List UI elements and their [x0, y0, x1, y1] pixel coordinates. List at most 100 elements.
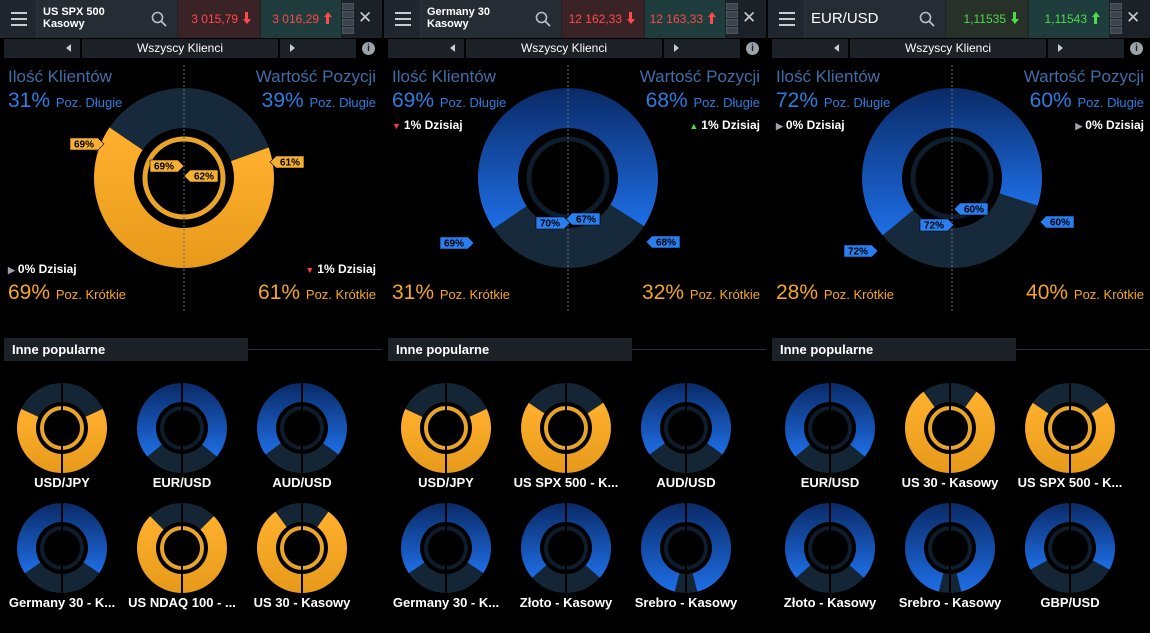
mini-sentiment-donut: [401, 502, 491, 594]
popular-instrument-tile[interactable]: EUR/USD: [770, 378, 890, 490]
value-short-pct: 61% Poz. Krótkie: [258, 282, 376, 306]
mini-left-short: [905, 391, 950, 473]
popular-instrument-tile[interactable]: Germany 30 - K...: [386, 498, 506, 610]
clients-long-pct-value: 31%: [8, 89, 51, 112]
mini-right-short: [686, 573, 698, 593]
value-outer-ring: [952, 88, 1042, 268]
buy-price: 3 016,29: [272, 12, 319, 26]
chevron-right-icon[interactable]: [290, 44, 295, 52]
chevron-left-icon[interactable]: [66, 44, 71, 52]
prev-filter-button[interactable]: [388, 39, 464, 58]
mini-right: [62, 383, 107, 473]
popular-instrument-tile[interactable]: Złoto - Kasowy: [506, 498, 626, 610]
mini-sentiment-donut: [905, 382, 995, 474]
instrument-selector[interactable]: Germany 30 Kasowy: [421, 0, 561, 38]
popular-instrument-tile[interactable]: Srebro - Kasowy: [626, 498, 746, 610]
buy-price-button[interactable]: 1,11543: [1029, 0, 1109, 38]
prev-filter-button[interactable]: [4, 39, 80, 58]
menu-button[interactable]: [0, 0, 37, 38]
popular-instrument-name: AUD/USD: [272, 475, 332, 490]
sell-price-button[interactable]: 1,11535: [946, 0, 1028, 38]
chevron-left-icon[interactable]: [834, 44, 839, 52]
hamburger-icon: [779, 18, 795, 20]
mini-right-long: [446, 503, 491, 574]
clients-outer-ring-short: [493, 206, 568, 268]
popular-instrument-tile[interactable]: US 30 - Kasowy: [242, 498, 362, 610]
popular-instrument-tile[interactable]: US NDAQ 100 - ...: [122, 498, 242, 610]
hamburger-icon: [395, 24, 411, 26]
clients-long-pct-label: Poz. Długie: [55, 95, 123, 110]
chevron-left-icon[interactable]: [450, 44, 455, 52]
menu-button[interactable]: [768, 0, 805, 38]
depth-bar: [1110, 27, 1122, 34]
sell-price-button[interactable]: 3 015,79: [178, 0, 260, 38]
popular-instrument-tile[interactable]: USD/JPY: [2, 378, 122, 490]
mini-right: [566, 383, 611, 473]
mini-right: [302, 503, 347, 593]
value-short-pct-value: 61%: [258, 281, 301, 304]
mini-left-short: [532, 565, 566, 593]
value-inner-tag: 60%: [953, 202, 989, 216]
mini-left-short: [16, 408, 62, 473]
mini-left-long: [521, 503, 566, 578]
mini-right-long: [950, 383, 977, 407]
next-filter-button[interactable]: [664, 39, 740, 58]
mini-left-short: [674, 573, 686, 593]
buy-price-button[interactable]: 12 163,33: [645, 0, 725, 38]
info-icon[interactable]: i: [746, 42, 759, 55]
value-short-pct: 40% Poz. Krótkie: [1026, 282, 1144, 306]
value-short-pct-label: Poz. Krótkie: [1073, 287, 1144, 302]
sentiment-panel: EUR/USD 1,11535 1,11543 ✕ Wszyscy Klienci i 72…: [768, 0, 1150, 633]
popular-instrument-tile[interactable]: AUD/USD: [242, 378, 362, 490]
search-icon[interactable]: [151, 11, 167, 27]
popular-instrument-name: GBP/USD: [1040, 595, 1100, 610]
chevron-right-icon[interactable]: [674, 44, 679, 52]
popular-instrument-tile[interactable]: Germany 30 - K...: [2, 498, 122, 610]
close-icon[interactable]: ✕: [1126, 8, 1141, 27]
popular-instrument-tile[interactable]: US 30 - Kasowy: [890, 378, 1010, 490]
mini-right-short: [182, 444, 217, 473]
clients-long-pct: 69% Poz. Długie: [392, 90, 506, 114]
sell-price-button[interactable]: 12 162,33: [562, 0, 644, 38]
popular-instrument-tile[interactable]: EUR/USD: [122, 378, 242, 490]
sentiment-donut-chart: 69% 70% 67% 68%: [439, 65, 681, 312]
clients-long-pct: 72% Poz. Długie: [776, 90, 890, 114]
popular-instrument-name: EUR/USD: [800, 475, 860, 490]
popular-section-title: Inne popularne: [4, 338, 248, 361]
instrument-selector[interactable]: US SPX 500 Kasowy: [37, 0, 177, 38]
close-icon[interactable]: ✕: [358, 8, 373, 27]
mini-right-long: [302, 383, 347, 455]
value-short-pct-value: 40%: [1026, 281, 1069, 304]
menu-button[interactable]: [384, 0, 421, 38]
instrument-name-line1: EUR/USD: [811, 10, 879, 27]
close-icon[interactable]: ✕: [742, 8, 757, 27]
popular-instrument-tile[interactable]: AUD/USD: [626, 378, 746, 490]
mini-sentiment-donut: [521, 382, 611, 474]
instrument-selector[interactable]: EUR/USD: [805, 0, 945, 38]
mini-left-short: [265, 443, 302, 473]
popular-instrument-tile[interactable]: GBP/USD: [1010, 498, 1130, 610]
mini-sentiment-donut: [1025, 502, 1115, 594]
mini-right-long: [566, 503, 611, 578]
popular-instrument-tile[interactable]: US SPX 500 - K...: [1010, 378, 1130, 490]
info-icon[interactable]: i: [362, 42, 375, 55]
mini-left-short: [408, 562, 446, 593]
value-inner-tag: 62%: [183, 169, 219, 183]
popular-instrument-tile[interactable]: US SPX 500 - K...: [506, 378, 626, 490]
sentiment-panel: Germany 30 Kasowy 12 162,33 12 163,33 ✕ Wszys…: [384, 0, 766, 633]
popular-instrument-tile[interactable]: USD/JPY: [386, 378, 506, 490]
popular-instrument-name: USD/JPY: [418, 475, 474, 490]
next-filter-button[interactable]: [1048, 39, 1124, 58]
info-icon[interactable]: i: [1130, 42, 1143, 55]
chevron-right-icon[interactable]: [1058, 44, 1063, 52]
prev-filter-button[interactable]: [772, 39, 848, 58]
popular-instrument-tile[interactable]: Złoto - Kasowy: [770, 498, 890, 610]
search-icon[interactable]: [919, 11, 935, 27]
search-icon[interactable]: [535, 11, 551, 27]
buy-price-button[interactable]: 3 016,29: [261, 0, 341, 38]
mini-right: [446, 383, 491, 473]
client-filter-nav: Wszyscy Klienci i: [384, 38, 766, 60]
popular-instrument-tile[interactable]: Srebro - Kasowy: [890, 498, 1010, 610]
next-filter-button[interactable]: [280, 39, 356, 58]
clients-outer-ring: [94, 88, 184, 268]
